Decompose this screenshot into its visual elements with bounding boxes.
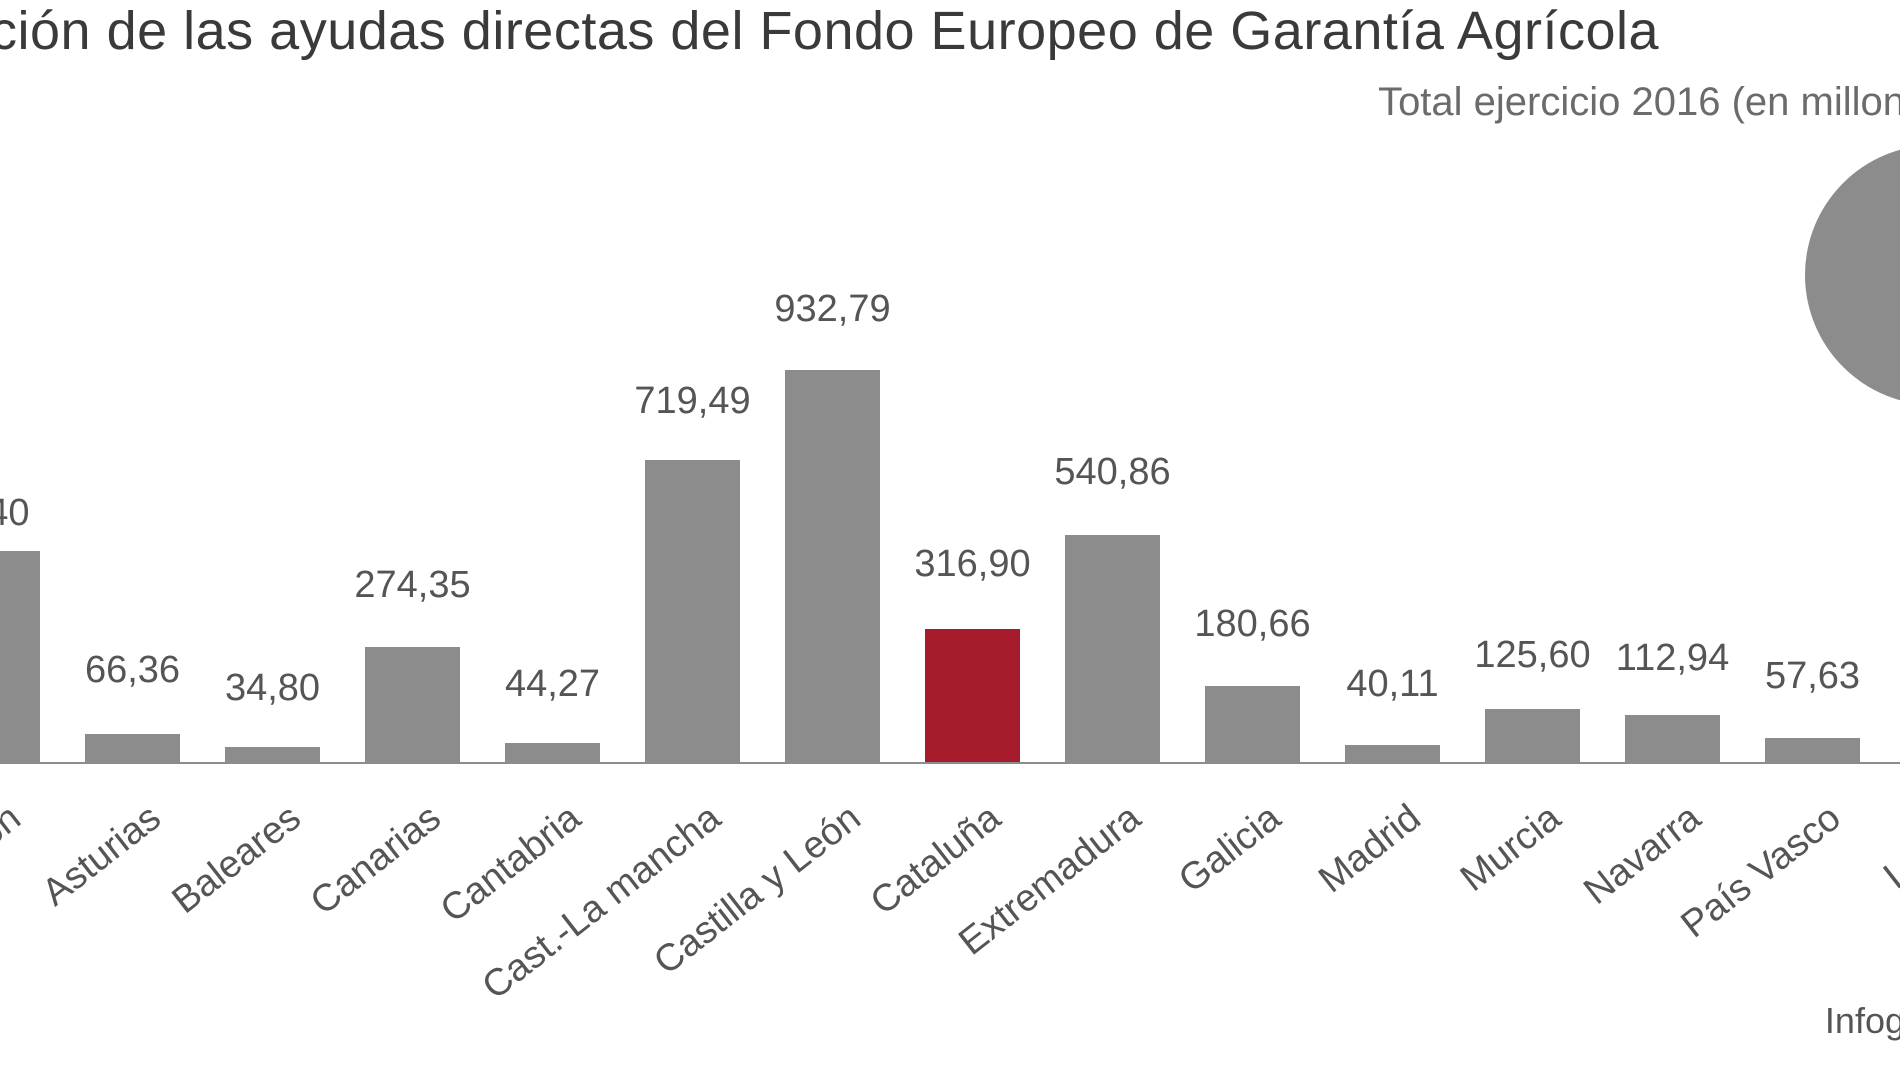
bar-4: 44,27 [505,743,600,762]
footer-credit: Infog [1825,1000,1900,1042]
bar-rect-0 [0,551,40,762]
bar-rect-12 [1625,715,1720,762]
bar-value-3: 274,35 [318,564,508,607]
bar-5: 719,49 [645,460,740,762]
bar-7: 316,90 [925,629,1020,762]
bar-rect-6 [785,370,880,762]
bar-8: 540,86 [1065,535,1160,762]
bar-value-9: 180,66 [1158,603,1348,646]
bar-rect-10 [1345,745,1440,762]
bar-3: 274,35 [365,647,460,762]
bar-rect-13 [1765,738,1860,762]
chart-baseline [0,762,1900,764]
bar-value-4: 44,27 [458,663,648,706]
bar-1: 66,36 [85,734,180,762]
bar-rect-4 [505,743,600,762]
bar-value-14: 47, [1858,659,1900,702]
bar-0: 2,40 [0,551,40,762]
bar-value-0: 2,40 [0,492,88,535]
bar-value-6: 932,79 [738,288,928,331]
bar-rect-2 [225,747,320,762]
bar-rect-5 [645,460,740,762]
bar-6: 932,79 [785,370,880,762]
bar-value-8: 540,86 [1018,451,1208,494]
bar-rect-7 [925,629,1020,762]
bar-13: 57,63 [1765,738,1860,762]
bar-11: 125,60 [1485,709,1580,762]
bar-value-5: 719,49 [598,380,788,423]
bar-10: 40,11 [1345,745,1440,762]
bar-2: 34,80 [225,747,320,762]
bar-rect-1 [85,734,180,762]
bar-9: 180,66 [1205,686,1300,762]
bar-value-2: 34,80 [178,667,368,710]
chart-title: ción de las ayudas directas del Fondo Eu… [0,0,1900,62]
bar-value-7: 316,90 [878,543,1068,586]
chart-subtitle: Total ejercicio 2016 (en millon [1378,80,1900,125]
total-badge: To 5.6 [1805,145,1900,405]
bar-rect-3 [365,647,460,762]
bar-rect-9 [1205,686,1300,762]
bar-12: 112,94 [1625,715,1720,762]
bar-rect-11 [1485,709,1580,762]
bar-rect-8 [1065,535,1160,762]
